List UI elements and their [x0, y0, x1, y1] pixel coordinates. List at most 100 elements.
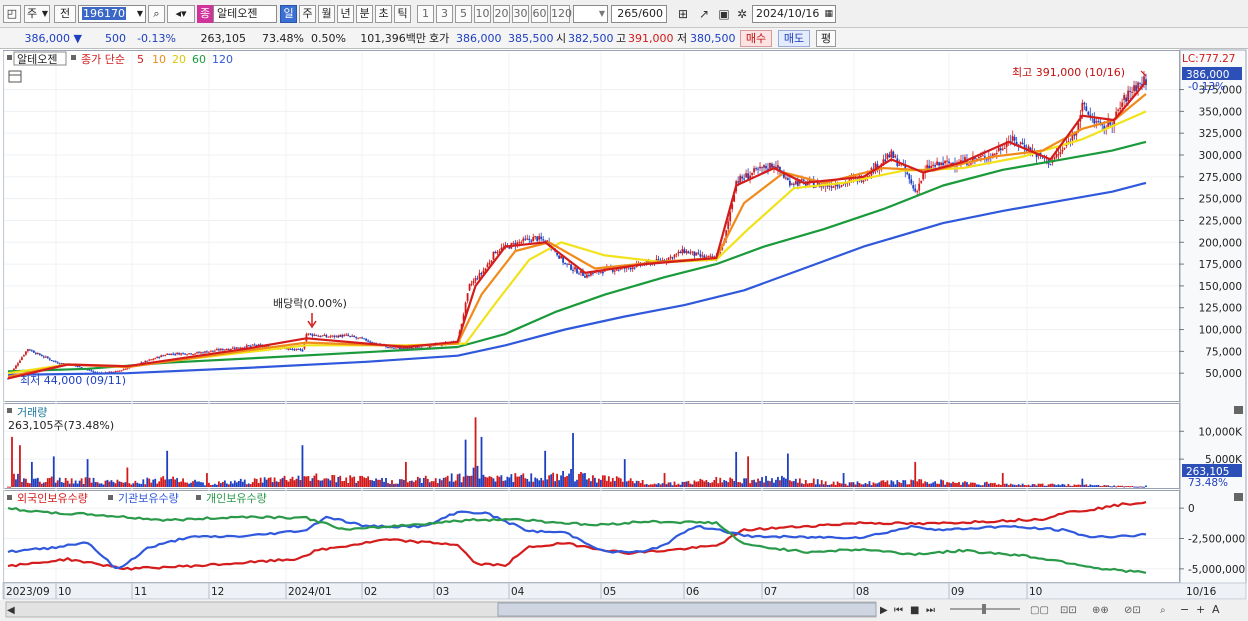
interval-30[interactable]: 30: [512, 5, 529, 23]
scrollbar-thumb[interactable]: [497, 602, 877, 617]
interval-120[interactable]: 120: [550, 5, 572, 23]
step-back-icon[interactable]: ⏮: [894, 605, 903, 616]
candle-body: [556, 252, 559, 256]
date-field[interactable]: 2024/10/16 ▦: [752, 5, 836, 23]
tab-week[interactable]: 주: [299, 5, 316, 23]
candle-body: [816, 182, 819, 185]
candle-body: [786, 178, 789, 180]
volume-bar: [800, 483, 803, 487]
zoom-out-icon[interactable]: −: [1180, 603, 1189, 616]
tab-month[interactable]: 월: [318, 5, 335, 23]
scroll-right-icon[interactable]: ▶: [880, 605, 888, 616]
candle-body: [399, 347, 401, 350]
gear-icon[interactable]: ✲: [736, 7, 748, 21]
interval-60[interactable]: 60: [531, 5, 548, 23]
window-icon[interactable]: ◰: [3, 5, 21, 23]
buy-button[interactable]: 매수: [740, 30, 772, 47]
close-panel-icon[interactable]: [1234, 493, 1243, 501]
interval-1[interactable]: 1: [417, 5, 434, 23]
volume-bar: [420, 482, 423, 487]
tool-icon[interactable]: ⊡⊡: [1060, 605, 1077, 616]
candle-body: [773, 166, 775, 168]
sell-button[interactable]: 매도: [778, 30, 810, 47]
volume-bar: [128, 483, 131, 487]
interval-20[interactable]: 20: [493, 5, 510, 23]
tab-tick[interactable]: 틱: [394, 5, 411, 23]
candle-body: [54, 361, 57, 363]
candle-body: [488, 262, 491, 265]
candle-body: [592, 272, 594, 274]
volume-bar: [225, 483, 228, 487]
volume-bar: [148, 478, 151, 487]
crosshair-icon[interactable]: ⊞: [677, 7, 689, 21]
tab-minute[interactable]: 분: [356, 5, 373, 23]
interval-10[interactable]: 10: [474, 5, 491, 23]
volume-bar: [369, 480, 371, 487]
chart-area[interactable]: ◀ ▶ ⏮ ■ ⏭ ▢▢ ⊡⊡ ⊕⊕ ⊘⊡ ⌕ − + A 50,000 75,0…: [0, 49, 1248, 621]
zoom-slider-handle[interactable]: [982, 604, 986, 614]
save-icon[interactable]: ▣: [718, 7, 730, 21]
candle-body: [462, 314, 465, 321]
eval-button[interactable]: 평: [816, 30, 836, 47]
font-size-icon[interactable]: A: [1212, 603, 1220, 616]
stop-icon[interactable]: ■: [910, 605, 919, 616]
candle-body: [1039, 152, 1042, 155]
candle-body: [771, 163, 773, 168]
volume-bar: [677, 483, 680, 487]
candle-body: [1131, 91, 1133, 93]
type-dropdown[interactable]: 전: [54, 5, 76, 23]
calendar-icon[interactable]: [8, 70, 22, 83]
drawing-tools-icon[interactable]: ⊕⊕: [1092, 605, 1109, 616]
volume-bar: [480, 436, 483, 487]
candle-body: [76, 366, 79, 368]
current-price-value: 386,000: [1186, 69, 1229, 81]
volume-bar: [426, 478, 429, 487]
magnifier-icon[interactable]: ⌕: [1160, 605, 1166, 616]
stock-code-input[interactable]: 196170 ▼: [78, 5, 146, 23]
volume-bar: [66, 480, 69, 487]
period-dropdown[interactable]: 주 ▼: [24, 5, 50, 23]
candle-body: [80, 367, 83, 369]
legend-name-box[interactable]: [13, 51, 67, 66]
volume-bar: [1035, 485, 1038, 487]
scroll-left-icon[interactable]: ◀: [7, 605, 15, 616]
volume-bar: [277, 481, 280, 487]
volume-bar: [410, 480, 413, 487]
tab-second[interactable]: 초: [375, 5, 392, 23]
bar-count-field[interactable]: 265/600: [611, 5, 667, 23]
custom-interval-input[interactable]: ▼: [573, 5, 608, 23]
close-panel-icon[interactable]: [1234, 406, 1243, 414]
candle-body: [562, 257, 564, 263]
draw-tool-icon[interactable]: ↗: [698, 7, 710, 21]
volume-bar: [100, 483, 103, 487]
volume-bar: [393, 483, 395, 487]
search-icon[interactable]: ⌕: [148, 5, 165, 23]
zoom-in-icon[interactable]: +: [1196, 603, 1205, 616]
volume-bar: [456, 474, 459, 487]
tools-icon[interactable]: ⊘⊡: [1124, 605, 1141, 616]
candle-body: [952, 162, 954, 164]
volume-bar: [76, 483, 79, 487]
candle-body: [108, 371, 111, 373]
ask-1: 386,000: [456, 32, 502, 45]
volume-bar: [892, 481, 895, 487]
layout-icon[interactable]: ▢▢: [1030, 605, 1049, 616]
volume-bar: [359, 475, 362, 487]
interval-5[interactable]: 5: [455, 5, 472, 23]
volume-bar: [1019, 485, 1022, 487]
volume-bar: [494, 481, 497, 487]
volume-bar: [64, 477, 67, 487]
interval-3[interactable]: 3: [436, 5, 453, 23]
volume-bar: [327, 478, 330, 487]
speaker-icon[interactable]: ◂▾: [167, 5, 195, 23]
volume-bar: [890, 480, 893, 487]
tab-year[interactable]: 년: [337, 5, 354, 23]
quote-amount: 101,396백만: [360, 32, 426, 45]
step-forward-icon[interactable]: ⏭: [926, 605, 935, 616]
volume-bar: [830, 484, 833, 487]
volume-bar: [735, 451, 738, 487]
volume-bar: [134, 480, 137, 487]
tab-day[interactable]: 일: [280, 5, 297, 23]
stock-name-field: 알테오젠: [213, 5, 277, 23]
candle-body: [946, 160, 948, 162]
